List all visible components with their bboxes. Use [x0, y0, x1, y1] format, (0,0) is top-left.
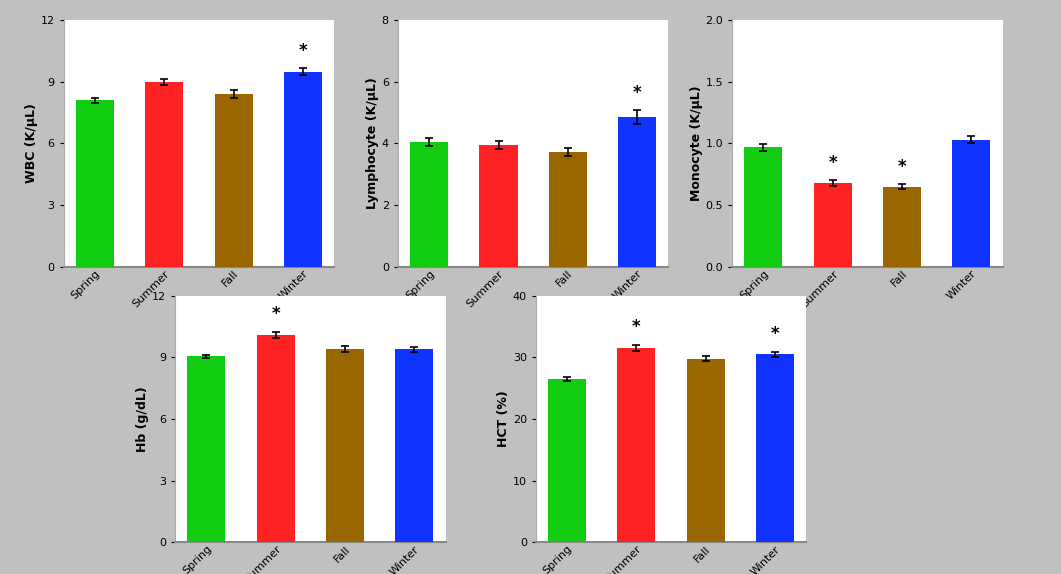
Bar [188, 356, 226, 542]
Y-axis label: Monocyte (K/μL): Monocyte (K/μL) [690, 86, 702, 201]
Bar [76, 100, 115, 267]
Bar [395, 349, 433, 542]
Bar [214, 94, 253, 267]
Text: *: * [632, 84, 642, 102]
Bar [883, 187, 921, 267]
Bar [283, 72, 321, 267]
Bar [411, 142, 449, 267]
Text: *: * [298, 41, 308, 60]
Text: *: * [829, 154, 837, 172]
Y-axis label: Hb (g/dL): Hb (g/dL) [136, 386, 150, 452]
Bar [952, 140, 990, 267]
Bar [814, 183, 852, 267]
Text: *: * [632, 318, 641, 336]
Y-axis label: WBC (K/μL): WBC (K/μL) [24, 103, 38, 184]
Bar [145, 82, 184, 267]
Y-axis label: HCT (%): HCT (%) [497, 391, 510, 447]
Bar [326, 349, 364, 542]
Text: *: * [898, 158, 906, 176]
Bar [549, 379, 587, 542]
Bar [618, 348, 656, 542]
Text: *: * [770, 325, 780, 343]
Bar [549, 152, 587, 267]
Bar [686, 359, 725, 542]
Bar [618, 117, 656, 267]
Text: *: * [272, 305, 280, 323]
Bar [480, 145, 518, 267]
Bar [745, 147, 783, 267]
Bar [755, 354, 794, 542]
Bar [257, 335, 295, 542]
Y-axis label: Lymphocyte (K/μL): Lymphocyte (K/μL) [366, 77, 379, 210]
